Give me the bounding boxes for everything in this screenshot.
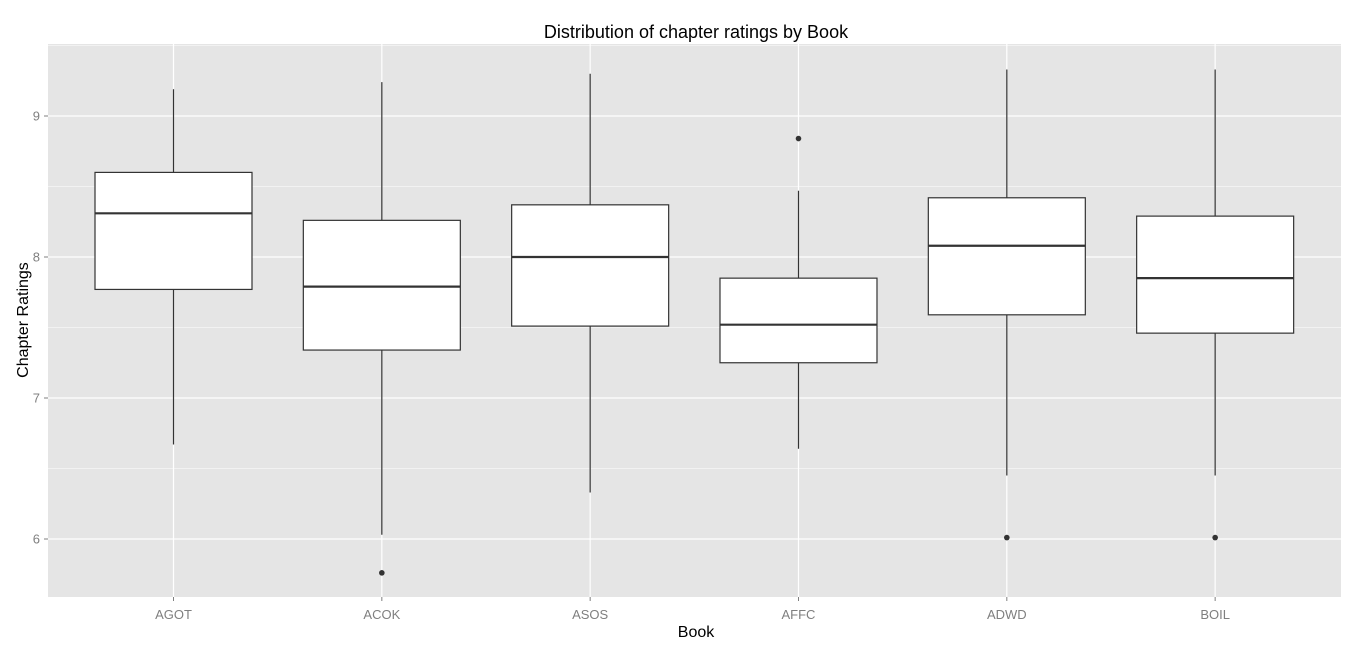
x-tick-label: AFFC <box>782 607 816 622</box>
box-iqr <box>1136 215 1295 334</box>
box-acok <box>302 82 461 576</box>
y-tick-label: 8 <box>33 250 40 265</box>
x-tick-label: AGOT <box>155 607 192 622</box>
outlier-point <box>1004 534 1010 541</box>
y-axis: 6 7 8 9 <box>33 109 48 547</box>
box-iqr <box>511 204 670 327</box>
outlier-point <box>1212 534 1218 541</box>
box-affc <box>719 135 878 449</box>
x-axis: AGOT ACOK ASOS AFFC ADWD BOIL <box>155 597 1230 622</box>
box-iqr <box>719 277 878 364</box>
y-axis-title: Chapter Ratings <box>15 262 32 378</box>
x-tick-label: ADWD <box>987 607 1027 622</box>
x-tick-label: ACOK <box>363 607 400 622</box>
box-iqr <box>302 219 461 351</box>
boxes <box>94 69 1295 576</box>
chart-title: Distribution of chapter ratings by Book <box>544 22 849 42</box>
x-axis-title: Book <box>678 624 715 641</box>
outlier-point <box>379 570 385 576</box>
outlier-point <box>795 135 802 142</box>
y-tick-label: 9 <box>33 109 40 124</box>
minor-gridlines <box>48 45 1341 469</box>
box-agot <box>94 89 253 445</box>
box-iqr <box>94 171 253 291</box>
box-adwd <box>927 69 1086 541</box>
y-tick-label: 7 <box>33 391 40 406</box>
box-asos <box>511 73 670 493</box>
plot-panel <box>48 44 1341 597</box>
y-tick-label: 6 <box>33 532 40 547</box>
box-iqr <box>927 197 1086 316</box>
x-tick-label: BOIL <box>1200 607 1230 622</box>
box-boil <box>1136 69 1295 541</box>
x-tick-label: ASOS <box>572 607 608 622</box>
